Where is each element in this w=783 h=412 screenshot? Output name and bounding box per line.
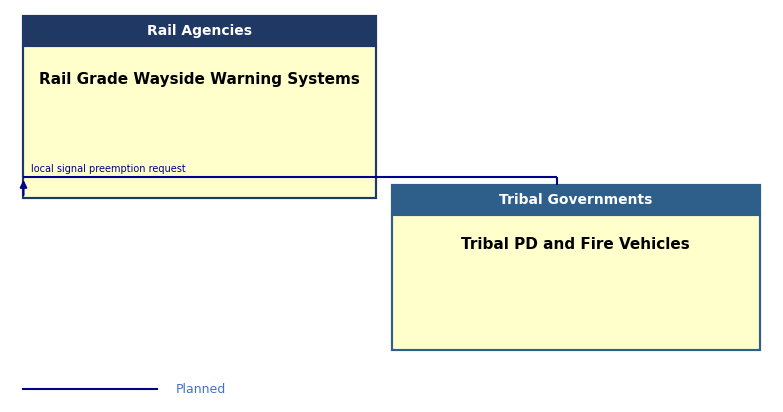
Text: Tribal PD and Fire Vehicles: Tribal PD and Fire Vehicles	[461, 237, 690, 252]
Text: Tribal Governments: Tribal Governments	[499, 193, 652, 207]
Bar	[392, 185, 760, 215]
Bar	[23, 16, 376, 46]
Bar	[23, 46, 376, 198]
Bar	[392, 215, 760, 350]
Text: local signal preemption request: local signal preemption request	[31, 164, 186, 174]
Text: Rail Agencies: Rail Agencies	[147, 24, 252, 38]
Text: Planned: Planned	[176, 383, 226, 396]
Bar	[23, 16, 376, 198]
Bar	[392, 185, 760, 350]
Text: Rail Grade Wayside Warning Systems: Rail Grade Wayside Warning Systems	[39, 72, 360, 87]
